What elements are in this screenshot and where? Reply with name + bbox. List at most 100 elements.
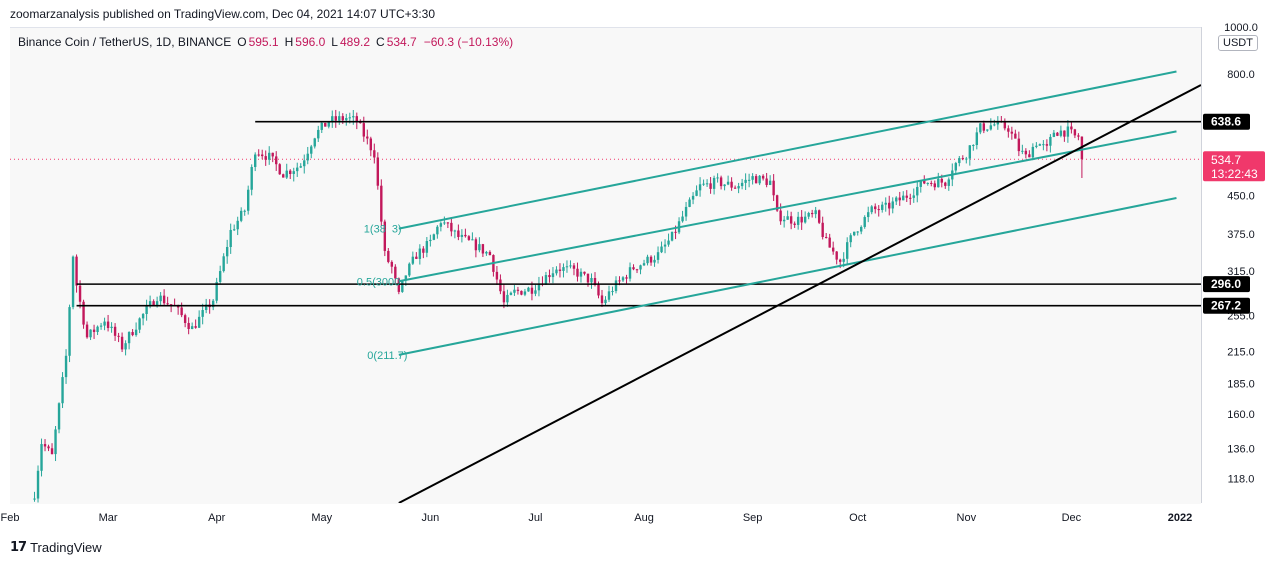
candle-body	[593, 278, 597, 285]
candle-body	[530, 287, 534, 294]
candle-body	[134, 329, 138, 336]
candle-body	[436, 226, 439, 235]
candle-body	[299, 166, 302, 168]
candle-body	[670, 231, 674, 241]
candle-body	[803, 216, 807, 223]
candle-body	[726, 181, 730, 185]
candle-body	[754, 176, 758, 184]
candle-body	[923, 180, 926, 184]
candle-body	[236, 220, 239, 230]
candle-body	[82, 301, 85, 325]
current-price-tag	[1203, 151, 1265, 182]
candle-body	[411, 256, 415, 264]
close-label: C	[376, 35, 385, 49]
candle-body	[110, 326, 113, 329]
candle-body	[870, 206, 873, 213]
time-axis[interactable]	[10, 504, 1201, 530]
candle-body	[348, 117, 351, 119]
candle-body	[271, 152, 274, 157]
candle-body	[352, 116, 355, 118]
candle-body	[607, 291, 611, 300]
currency-badge[interactable]: USDT	[1218, 35, 1258, 51]
candle-body	[92, 329, 96, 333]
candle-body	[194, 326, 197, 328]
candle-body	[481, 244, 485, 254]
candle-body	[285, 170, 288, 178]
candle-body	[625, 277, 628, 279]
candle-body	[243, 210, 246, 212]
candle-body	[523, 291, 527, 295]
candle-body	[828, 237, 831, 248]
candle-body	[289, 170, 292, 174]
candle-body	[257, 154, 260, 156]
candle-body	[891, 201, 894, 209]
candle-body	[527, 287, 530, 292]
candle-body	[261, 154, 264, 157]
candle-body	[408, 263, 411, 276]
candle-body	[807, 212, 810, 217]
candle-body	[751, 176, 754, 180]
candle-body	[485, 251, 488, 254]
y-tick-label: 215.0	[1227, 347, 1255, 359]
candle-body	[113, 326, 117, 336]
candle-body	[306, 153, 309, 161]
candle-body	[691, 195, 695, 200]
candle-body	[401, 280, 404, 292]
candle-body	[782, 219, 786, 222]
candle-body	[989, 125, 993, 130]
candle-body	[810, 212, 814, 215]
candle-body	[846, 242, 849, 259]
x-tick-label: 2022	[1168, 512, 1192, 524]
candle-body	[488, 251, 492, 256]
candle-body	[1017, 138, 1021, 152]
candle-body	[856, 231, 859, 233]
candle-body	[572, 265, 576, 269]
y-tick-label: 185.0	[1227, 378, 1255, 390]
candle-body	[1031, 146, 1035, 158]
candle-body	[1059, 130, 1063, 136]
low-label: L	[331, 35, 338, 49]
candle-body	[415, 256, 418, 259]
candle-body	[817, 210, 821, 223]
candle-body	[660, 246, 663, 253]
candle-body	[145, 306, 148, 315]
candle-body	[628, 267, 632, 279]
x-tick-label: Oct	[849, 512, 866, 524]
candle-body	[772, 180, 775, 196]
candle-body	[961, 158, 964, 160]
candle-body	[355, 116, 358, 122]
candle-body	[1045, 144, 1049, 146]
x-tick-label: May	[311, 512, 332, 524]
candle-body	[604, 299, 607, 304]
channel-line	[398, 130, 1177, 283]
candle-body	[986, 129, 989, 131]
candle-body	[320, 122, 323, 130]
candle-body	[569, 265, 572, 267]
candle-body	[201, 310, 204, 317]
candle-body	[71, 256, 75, 308]
footer-branding[interactable]: 17 TradingView	[10, 540, 102, 555]
candle-body	[1028, 154, 1031, 158]
candle-body	[264, 156, 267, 160]
candle-body	[387, 250, 390, 262]
candle-body	[555, 269, 558, 274]
candle-body	[513, 289, 516, 293]
candle-body	[369, 138, 373, 151]
candle-body	[429, 239, 432, 242]
price-axis[interactable]	[1201, 27, 1280, 503]
candle-body	[310, 146, 313, 154]
candle-body	[824, 236, 828, 238]
candle-body	[148, 301, 152, 307]
candle-body	[958, 158, 961, 164]
candle-body	[464, 234, 467, 237]
candle-body	[842, 258, 845, 262]
candle-body	[68, 307, 71, 356]
candle-body	[688, 199, 691, 207]
candle-body	[516, 289, 520, 291]
candle-body	[495, 271, 499, 280]
candle-body	[1035, 145, 1038, 147]
high-label: H	[284, 35, 294, 49]
candle-body	[1014, 133, 1017, 139]
x-tick-label: Apr	[208, 512, 225, 524]
x-tick-label: Nov	[957, 512, 977, 524]
